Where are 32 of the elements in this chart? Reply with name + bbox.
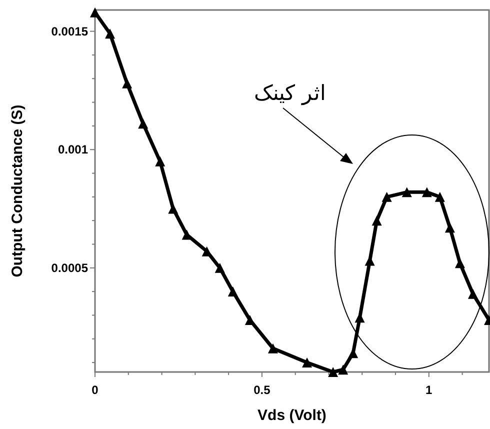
y-tick-label: 0.001 xyxy=(58,142,88,157)
point xyxy=(138,118,148,129)
point xyxy=(122,78,132,88)
point xyxy=(454,258,465,268)
point xyxy=(434,192,445,202)
point xyxy=(422,187,432,198)
point xyxy=(468,288,478,299)
point xyxy=(182,230,192,240)
point xyxy=(155,156,166,166)
point xyxy=(382,192,392,202)
point xyxy=(228,286,238,297)
y-tick-label: 0.0005 xyxy=(51,260,88,275)
point xyxy=(328,367,338,377)
x-tick-label: 1 xyxy=(426,383,433,397)
y-tick-label: 0.0015 xyxy=(51,24,88,38)
point xyxy=(105,28,116,39)
point xyxy=(402,187,412,198)
point xyxy=(202,246,212,256)
point xyxy=(338,364,348,375)
point xyxy=(268,343,278,354)
point xyxy=(214,262,225,273)
point xyxy=(168,204,178,214)
x-tick-label: 0.5 xyxy=(254,383,271,397)
point xyxy=(302,358,312,368)
point xyxy=(372,216,382,226)
point xyxy=(90,7,100,18)
point xyxy=(444,222,455,233)
point xyxy=(244,314,255,325)
x-axis-title: Vds (Volt) xyxy=(258,407,326,424)
annotation: اثر کینک xyxy=(254,81,326,106)
x-tick-label: 0 xyxy=(92,383,99,397)
y-axis-title: Output Conductance (S) xyxy=(9,104,26,278)
